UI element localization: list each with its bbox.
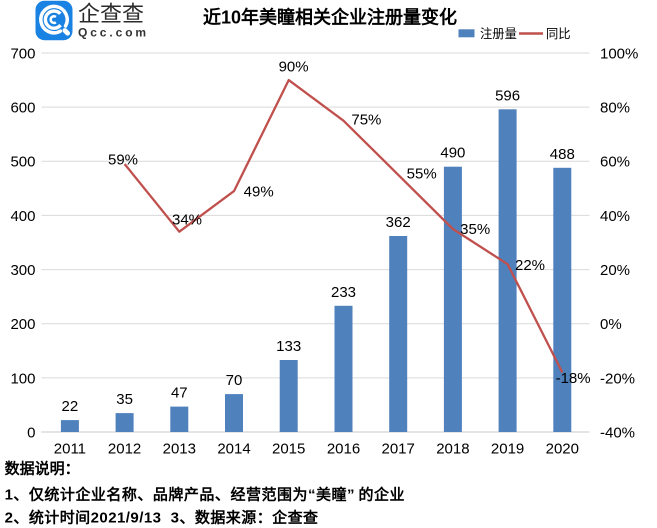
svg-text:20%: 20% <box>600 262 630 279</box>
svg-text:233: 233 <box>331 284 356 301</box>
svg-text:34%: 34% <box>172 211 202 228</box>
svg-text:70: 70 <box>226 372 243 389</box>
svg-text:2013: 2013 <box>163 441 196 458</box>
svg-text:700: 700 <box>10 45 35 62</box>
svg-text:596: 596 <box>495 87 520 104</box>
svg-text:22: 22 <box>62 398 79 415</box>
svg-text:2016: 2016 <box>327 441 360 458</box>
svg-text:22%: 22% <box>515 257 545 274</box>
svg-text:400: 400 <box>10 208 35 225</box>
svg-text:133: 133 <box>276 338 301 355</box>
svg-text:90%: 90% <box>279 58 309 75</box>
svg-text:-20%: -20% <box>600 370 635 387</box>
svg-text:2019: 2019 <box>491 441 524 458</box>
svg-text:同比: 同比 <box>546 27 571 41</box>
svg-text:2018: 2018 <box>436 441 469 458</box>
svg-text:55%: 55% <box>407 165 437 182</box>
svg-text:300: 300 <box>10 262 35 279</box>
svg-text:600: 600 <box>10 100 35 117</box>
svg-text:2、统计时间2021/9/13 3、数据来源：企查查: 2、统计时间2021/9/13 3、数据来源：企查查 <box>5 509 319 527</box>
svg-text:近10年美瞳相关企业注册量变化: 近10年美瞳相关企业注册量变化 <box>203 7 457 28</box>
svg-text:80%: 80% <box>600 100 630 117</box>
svg-text:2011: 2011 <box>54 441 86 458</box>
svg-text:0%: 0% <box>600 316 622 333</box>
svg-text:注册量: 注册量 <box>480 26 517 41</box>
svg-text:490: 490 <box>440 145 465 162</box>
svg-text:100: 100 <box>10 370 35 387</box>
svg-text:-40%: -40% <box>600 424 635 441</box>
svg-text:49%: 49% <box>244 183 274 200</box>
svg-text:59%: 59% <box>108 151 138 168</box>
svg-text:47: 47 <box>171 385 188 402</box>
svg-text:200: 200 <box>10 316 35 333</box>
svg-text:488: 488 <box>550 146 575 163</box>
svg-text:2020: 2020 <box>546 441 579 458</box>
svg-text:1、仅统计企业名称、品牌产品、经营范围为“美瞳” 的企业: 1、仅统计企业名称、品牌产品、经营范围为“美瞳” 的企业 <box>5 486 405 504</box>
svg-text:-18%: -18% <box>556 370 591 387</box>
svg-text:2017: 2017 <box>382 441 415 458</box>
svg-text:35: 35 <box>116 391 133 408</box>
svg-text:企查查: 企查查 <box>78 2 144 27</box>
svg-text:362: 362 <box>386 214 411 231</box>
svg-text:2014: 2014 <box>217 441 250 458</box>
svg-text:Qcc.com: Qcc.com <box>78 25 149 39</box>
svg-text:500: 500 <box>10 154 35 171</box>
svg-text:2015: 2015 <box>272 441 305 458</box>
svg-text:40%: 40% <box>600 208 630 225</box>
svg-text:60%: 60% <box>600 154 630 171</box>
svg-text:2012: 2012 <box>108 441 141 458</box>
svg-text:0: 0 <box>27 424 35 441</box>
svg-text:35%: 35% <box>460 221 490 238</box>
svg-text:75%: 75% <box>351 112 381 129</box>
svg-text:100%: 100% <box>600 45 638 62</box>
svg-text:数据说明：: 数据说明： <box>5 460 80 478</box>
